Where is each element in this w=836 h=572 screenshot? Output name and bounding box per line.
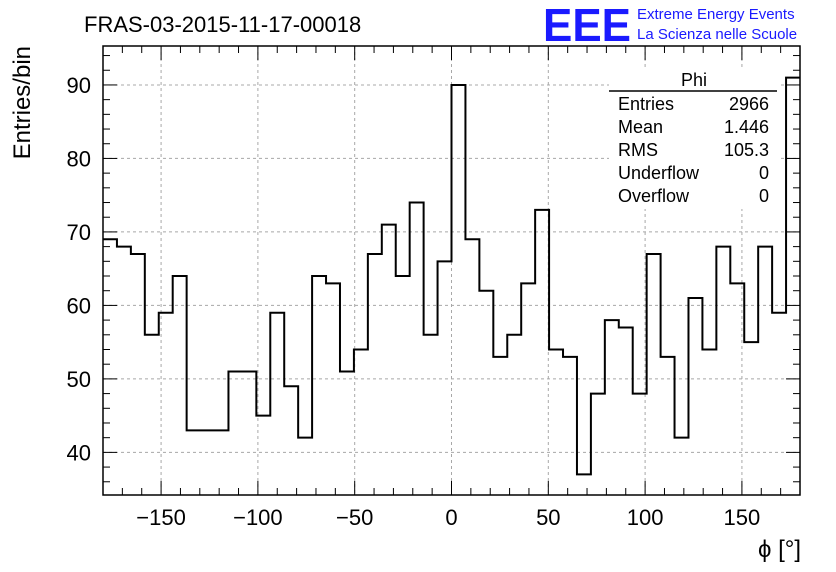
- histogram-series: [103, 76, 800, 476]
- x-tick-label: −100: [233, 505, 283, 530]
- x-tick-label: 100: [627, 505, 664, 530]
- chart-title: FRAS-03-2015-11-17-00018: [84, 12, 361, 37]
- stats-value: 1.446: [724, 117, 769, 137]
- y-axis-title: Entries/bin: [9, 46, 36, 159]
- x-tick-label: 0: [445, 505, 457, 530]
- y-tick-label: 60: [67, 293, 91, 318]
- stats-box-bg: [609, 69, 779, 209]
- stats-value: 2966: [729, 94, 769, 114]
- axis-ticks: [103, 46, 801, 495]
- x-tick-label: 150: [724, 505, 761, 530]
- stats-value: 105.3: [724, 140, 769, 160]
- stats-label: Mean: [618, 117, 663, 137]
- stats-label: Overflow: [618, 186, 690, 206]
- stats-value: 0: [759, 163, 769, 183]
- y-tick-label: 90: [67, 73, 91, 98]
- stats-label: RMS: [618, 140, 658, 160]
- stats-label: Underflow: [618, 163, 700, 183]
- logo-line-1: Extreme Energy Events: [637, 6, 795, 23]
- stats-rows: Entries 2966 Mean 1.446 RMS 105.3 Underflow 0 Ov…: [618, 94, 769, 206]
- y-tick-label: 50: [67, 367, 91, 392]
- eee-logo: EEE Extreme Energy Events La Scienza nel…: [543, 0, 797, 51]
- stats-label: Entries: [618, 94, 674, 114]
- x-tick-labels: −150 −100 −50 0 50 100 150: [136, 505, 760, 530]
- y-tick-label: 40: [67, 440, 91, 465]
- logo-line-2: La Scienza nelle Scuole: [637, 26, 797, 43]
- x-tick-label: −50: [336, 505, 373, 530]
- logo-mark: EEE: [543, 0, 631, 51]
- stats-value: 0: [759, 186, 769, 206]
- stats-box: Phi Entries 2966 Mean 1.446 RMS 105.3 Underflo…: [609, 69, 779, 209]
- y-tick-label: 70: [67, 220, 91, 245]
- y-tick-labels: 40 50 60 70 80 90: [67, 73, 91, 465]
- stats-box-name: Phi: [681, 70, 707, 90]
- x-axis-title: ϕ [°]: [758, 536, 801, 563]
- x-tick-label: −150: [136, 505, 186, 530]
- x-tick-label: 50: [536, 505, 560, 530]
- y-tick-label: 80: [67, 146, 91, 171]
